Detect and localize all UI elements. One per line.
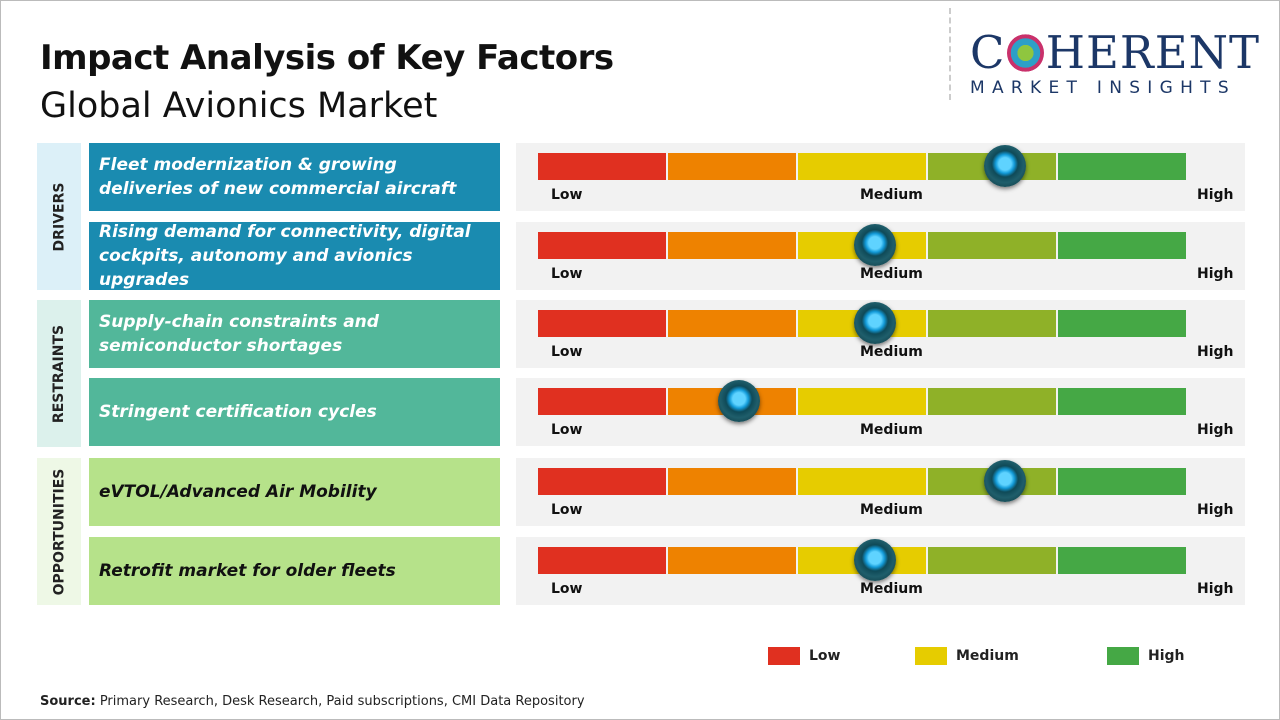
gauge-segment <box>798 388 926 415</box>
gauge-bar <box>538 232 1186 259</box>
impact-indicator-knob <box>717 380 760 422</box>
gauge-high-label: High <box>1197 422 1234 438</box>
legend-label: High <box>1148 648 1185 664</box>
gauge-low-label: Low <box>551 422 583 438</box>
factor-label: Supply-chain constraints and semiconduct… <box>89 300 500 368</box>
legend-high: High <box>1107 647 1185 665</box>
gauge-bar <box>538 310 1186 337</box>
gauge-high-label: High <box>1197 581 1234 597</box>
legend-medium: Medium <box>915 647 1019 665</box>
gauge-segment <box>538 232 666 259</box>
gauge-medium-label: Medium <box>860 187 923 203</box>
gauge-segment <box>538 547 666 574</box>
source-text: Primary Research, Desk Research, Paid su… <box>95 694 585 709</box>
gauge-segment <box>668 310 796 337</box>
factor-label: Fleet modernization & growing deliveries… <box>89 143 500 211</box>
gauge-segment <box>538 310 666 337</box>
gauge-segment <box>1058 153 1186 180</box>
factor-label: Rising demand for connectivity, digital … <box>89 222 500 290</box>
impact-gauge: Low Medium High <box>516 143 1245 211</box>
gauge-medium-label: Medium <box>860 344 923 360</box>
gauge-segment <box>1058 547 1186 574</box>
source-note: Source: Primary Research, Desk Research,… <box>40 694 585 709</box>
gauge-bar <box>538 153 1186 180</box>
gauge-segment <box>928 310 1056 337</box>
impact-indicator-knob <box>853 302 896 344</box>
category-opportunities: OPPORTUNITIES <box>37 458 81 605</box>
gauge-segment <box>928 547 1056 574</box>
gauge-segment <box>1058 388 1186 415</box>
gauge-low-label: Low <box>551 266 583 282</box>
gauge-bar <box>538 388 1186 415</box>
impact-indicator-knob <box>983 460 1026 502</box>
impact-gauge: Low Medium High <box>516 222 1245 290</box>
gauge-segment <box>928 388 1056 415</box>
impact-gauge: Low Medium High <box>516 458 1245 526</box>
gauge-segment <box>668 547 796 574</box>
gauge-segment <box>668 232 796 259</box>
category-label: RESTRAINTS <box>51 324 67 423</box>
gauge-low-label: Low <box>551 187 583 203</box>
globe-icon <box>1007 34 1044 72</box>
gauge-low-label: Low <box>551 344 583 360</box>
factor-label: eVTOL/Advanced Air Mobility <box>89 458 500 526</box>
category-label: OPPORTUNITIES <box>51 468 68 595</box>
page-title: Impact Analysis of Key Factors <box>40 38 614 78</box>
legend-swatch <box>768 647 800 665</box>
legend-swatch <box>915 647 947 665</box>
legend-low: Low <box>768 647 840 665</box>
gauge-high-label: High <box>1197 187 1234 203</box>
impact-indicator-knob <box>853 224 896 266</box>
impact-indicator-knob <box>983 145 1026 187</box>
impact-gauge: Low Medium High <box>516 378 1245 446</box>
gauge-medium-label: Medium <box>860 581 923 597</box>
gauge-medium-label: Medium <box>860 502 923 518</box>
source-label: Source: <box>40 694 96 709</box>
gauge-segment <box>1058 232 1186 259</box>
legend-label: Medium <box>956 648 1019 664</box>
page-subtitle: Global Avionics Market <box>40 86 438 126</box>
factor-label: Retrofit market for older fleets <box>89 537 500 605</box>
gauge-segment <box>1058 468 1186 495</box>
category-drivers: DRIVERS <box>37 143 81 290</box>
impact-indicator-knob <box>853 539 896 581</box>
divider <box>949 8 951 100</box>
gauge-medium-label: Medium <box>860 422 923 438</box>
gauge-segment <box>538 153 666 180</box>
gauge-high-label: High <box>1197 266 1234 282</box>
category-label: DRIVERS <box>51 182 67 251</box>
legend-swatch <box>1107 647 1139 665</box>
gauge-low-label: Low <box>551 581 583 597</box>
category-restraints: RESTRAINTS <box>37 300 81 447</box>
gauge-segment <box>1058 310 1186 337</box>
legend-label: Low <box>809 648 841 664</box>
logo: C HERENT MARKET INSIGHTS <box>970 26 1260 99</box>
impact-gauge: Low Medium High <box>516 300 1245 368</box>
gauge-high-label: High <box>1197 502 1234 518</box>
gauge-segment <box>798 153 926 180</box>
factor-label: Stringent certification cycles <box>89 378 500 446</box>
gauge-segment <box>798 468 926 495</box>
gauge-high-label: High <box>1197 344 1234 360</box>
gauge-segment <box>538 468 666 495</box>
gauge-segment <box>538 388 666 415</box>
gauge-segment <box>668 153 796 180</box>
gauge-medium-label: Medium <box>860 266 923 282</box>
impact-gauge: Low Medium High <box>516 537 1245 605</box>
gauge-bar <box>538 468 1186 495</box>
gauge-segment <box>668 468 796 495</box>
gauge-segment <box>928 232 1056 259</box>
gauge-low-label: Low <box>551 502 583 518</box>
